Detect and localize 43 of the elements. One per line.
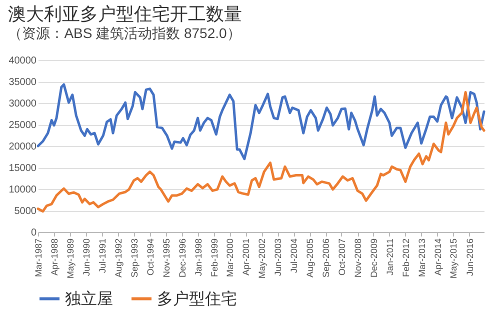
y-tick-label: 35000 (8, 77, 37, 88)
x-tick-label: Jun-1990 (81, 238, 92, 276)
y-tick-label: 40000 (8, 56, 37, 66)
y-tick-label: 10000 (8, 184, 37, 196)
x-tick-label: Mar-2000 (225, 238, 236, 278)
y-tick-label: 20000 (8, 142, 37, 152)
x-tick-label: Oct-1994 (145, 238, 156, 276)
x-tick-label: Apr-2001 (241, 238, 252, 276)
x-tick-label: Jan-2011 (384, 238, 395, 276)
chart-subtitle: （资源：ABS 建筑活动指数 8752.0） (8, 25, 241, 41)
x-tick-label: Nov-1995 (161, 238, 172, 278)
x-tick-label: Jun-2003 (273, 238, 284, 276)
x-tick-label: Jul-2004 (289, 238, 300, 274)
x-tick-label: Aug-1992 (113, 238, 124, 278)
y-tick-label: 25000 (8, 120, 37, 131)
x-tick-label: Mar-1987 (34, 238, 44, 278)
legend-label: 多户型住宅 (157, 290, 237, 308)
x-tick-label: Jul-1991 (97, 238, 108, 274)
y-tick-label: 5000 (14, 206, 37, 217)
x-tick-label: Dec-2009 (368, 238, 379, 278)
x-tick-label: May-1989 (65, 238, 76, 279)
line-series (36, 83, 486, 160)
x-tick-label: Feb-2012 (400, 238, 411, 278)
line-series (36, 91, 486, 213)
x-tick-label: Dec-1996 (177, 238, 188, 278)
x-tick-label: Sep-1993 (129, 238, 140, 278)
x-tick-label: Sep-2006 (321, 238, 332, 278)
x-tick-label: Apr-2014 (432, 238, 443, 276)
x-tick-label: Mar-2013 (416, 238, 427, 278)
x-tick-label: Nov-2008 (353, 238, 364, 278)
x-tick-label: Aug-2005 (305, 238, 316, 278)
x-tick-label: Oct-2007 (336, 238, 347, 276)
chart-title: 澳大利亚多户型住宅开工数量 (8, 4, 242, 24)
x-tick-label: Feb-1999 (209, 238, 220, 278)
x-tick-label: Jun-2016 (464, 238, 475, 276)
x-tick-label: May-2002 (257, 238, 268, 279)
y-tick-label: 0 (30, 228, 37, 238)
y-tick-label: 30000 (8, 98, 37, 110)
legend-label: 独立屋 (65, 290, 113, 308)
x-tick-label: Apr-1988 (50, 238, 60, 276)
x-tick-label: May-2015 (448, 238, 459, 279)
x-tick-label: Jan-1998 (193, 238, 204, 276)
y-tick-label: 15000 (8, 163, 37, 174)
